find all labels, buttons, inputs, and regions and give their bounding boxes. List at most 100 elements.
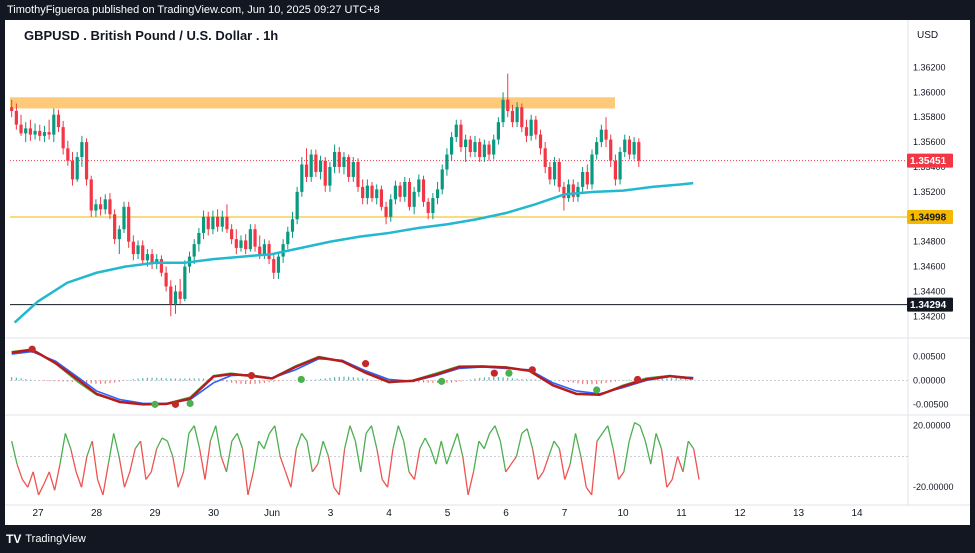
oscillator-segment [655,433,663,449]
macd-histogram-bar [497,377,499,381]
candle-body [627,139,632,155]
macd-histogram-bar [333,377,336,381]
candle-body [192,244,196,257]
oscillator-segment [515,433,523,457]
oscillator-segment [225,440,233,472]
candle-body [468,139,472,153]
macd-histogram-bar [160,378,163,381]
candle-body [117,229,121,240]
macd-histogram-bar [572,380,574,383]
macd-histogram-bar [605,380,607,383]
oscillator-segment [349,425,356,442]
oscillator-segment [376,448,383,480]
candle-body [272,259,276,273]
candle-body [524,127,529,136]
candle-body [538,134,543,149]
price-tick-label: 1.34400 [913,286,946,296]
chart-title: GBPUSD . British Pound / U.S. Dollar . 1… [24,28,279,43]
oscillator-segment [413,448,421,480]
oscillator-segment [644,440,652,465]
candle-body [356,161,360,187]
macd-histogram-bar [563,380,565,382]
date-tick-label: 7 [562,508,568,519]
candle-body [253,229,257,247]
macd-histogram-bar [85,380,88,384]
candle-body [230,229,234,240]
oscillator-segment [505,463,512,473]
candle-body [604,129,608,140]
oscillator-segment [574,433,582,457]
macd-histogram-bar [240,380,242,384]
candle-body [328,166,332,186]
date-tick-label: 10 [617,508,629,519]
macd-histogram-bar [315,379,317,381]
oscillator-segment [634,422,641,427]
oscillator-segment [53,464,61,491]
macd-histogram-bar [656,378,659,381]
macd-histogram-bar [516,378,518,381]
candle-body [342,157,346,167]
candle-body [24,128,28,134]
oscillator-segment [585,486,593,496]
price-label: 1.34998 [910,213,947,224]
oscillator-segment [193,425,201,449]
candle-body [234,239,238,248]
oscillator-segment [118,456,126,488]
candle-body [566,184,571,199]
candle-body [492,139,496,155]
moving-average-line [13,181,694,324]
oscillator-segment [548,440,555,457]
candle-body [80,142,84,158]
candle-body [10,107,14,111]
oscillator-segment [11,440,18,465]
macd-histogram-bar [666,378,668,381]
candle-body [267,244,271,260]
oscillator-segment [693,448,700,480]
macd-histogram-bar [277,380,280,382]
price-label: 1.34294 [910,300,947,311]
oscillator-segment [392,425,399,449]
macd-histogram-bar [366,379,368,381]
date-tick-label: 5 [445,508,451,519]
candle-body [103,199,107,210]
macd-histogram-bar [502,377,504,381]
macd-histogram-bar [521,379,523,381]
macd-histogram-bar [319,378,322,381]
currency-label[interactable]: USD [917,30,939,41]
candle-body [94,204,98,211]
candle-body [534,119,538,135]
date-tick-label: 29 [149,508,161,519]
oscillator-segment [75,471,83,488]
candle-body [365,185,369,199]
oscillator-segment [37,483,45,496]
candle-body [412,191,416,207]
macd-histogram-bar [231,380,233,383]
macd-histogram-bar [137,378,139,381]
oscillator-segment [591,441,598,495]
candle-body [197,232,201,245]
oscillator-segment [360,433,367,472]
date-tick-label: 4 [386,508,392,519]
candle-body [56,114,61,128]
oscillator-segment [91,440,99,480]
oscillator-segment [322,440,330,457]
candle-body [440,169,444,190]
macd-histogram-bar [535,379,537,381]
macd-histogram-bar [675,377,677,381]
oscillator-segment [569,433,577,465]
oscillator-segment [623,440,630,472]
macd-cross-dot [297,375,305,384]
oscillator-segment [21,479,29,488]
oscillator-segment [258,440,265,450]
price-tick-label: 1.35800 [913,112,946,122]
candle-body [215,216,220,227]
oscillator-segment [408,471,415,480]
macd-histogram-bar [263,380,265,383]
candle-body [337,152,341,167]
candle-body [361,186,365,199]
oscillator-segment [156,437,163,450]
oscillator-segment [252,440,260,472]
candle-body [487,144,491,155]
oscillator-segment [682,440,689,472]
